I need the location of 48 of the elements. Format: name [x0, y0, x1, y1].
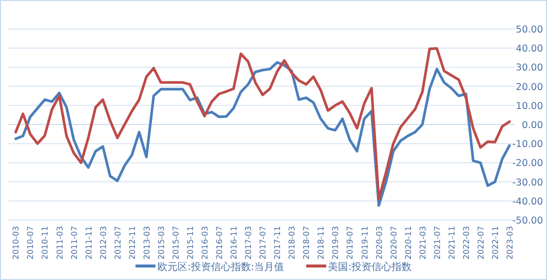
- x-tick-label: 2011-07: [70, 226, 79, 260]
- x-tick-label: 2023-03: [506, 226, 514, 260]
- x-tick-label: 2013-03: [142, 226, 152, 260]
- x-tick-label: 2017-03: [244, 226, 254, 260]
- x-tick-label: 2015-03: [156, 226, 166, 260]
- y-tick-label: 20.00: [516, 82, 543, 93]
- x-tick-label: 2018-03: [288, 226, 297, 260]
- y-tick-label: 10.00: [516, 100, 543, 112]
- x-tick-label: 2022-11: [490, 226, 500, 260]
- x-tick-label: 2019-07: [346, 226, 355, 260]
- x-tick-label: 2020-03: [374, 226, 384, 260]
- x-tick-label: 2020-07: [389, 226, 398, 260]
- x-tick-label: 2015-11: [186, 226, 195, 260]
- x-tick-label: 2017-07: [258, 226, 268, 260]
- x-tick-label: 2021-11: [447, 226, 456, 260]
- x-tick-label: 2018-11: [316, 226, 326, 260]
- x-tick-label: 2011-03: [55, 226, 64, 260]
- y-tick-label: 30.00: [516, 62, 543, 74]
- y-tick-label: -30.00: [512, 177, 543, 188]
- y-tick-label: -50.00: [512, 216, 543, 226]
- x-tick-label: 2021-03: [418, 226, 428, 260]
- y-tick-label: -20.00: [512, 158, 543, 170]
- x-tick-label: 2016-07: [215, 226, 224, 260]
- x-tick-label: 2010-07: [26, 226, 36, 260]
- x-tick-label: 2022-03: [462, 226, 471, 260]
- y-tick-label: -10.00: [512, 139, 543, 150]
- x-tick-label: 2015-07: [171, 226, 180, 260]
- x-tick-label: 2010-11: [40, 226, 50, 260]
- y-tick-label: -40.00: [512, 196, 543, 208]
- x-tick-label: 2010-03: [12, 226, 21, 260]
- y-tick-label: 50.00: [516, 24, 543, 36]
- x-tick-label: 2016-11: [230, 226, 239, 260]
- x-tick-label: 2019-11: [360, 226, 370, 260]
- y-tick-label: 40.00: [516, 44, 543, 55]
- y-tick-label: 0.00: [522, 120, 543, 131]
- x-tick-label: 2018-07: [302, 226, 312, 260]
- x-tick-label: 2020-11: [404, 226, 413, 260]
- x-tick-label: 2021-07: [432, 226, 442, 260]
- x-tick-label: 2017-11: [273, 226, 282, 260]
- x-tick-label: 2012-11: [128, 226, 137, 260]
- legend-label: 欧元区:投资信心指数:当月值: [157, 261, 284, 273]
- x-tick-label: 2016-03: [200, 226, 210, 260]
- x-tick-label: 2019-03: [331, 226, 340, 260]
- legend-label: 美国:投资信心指数: [328, 261, 412, 273]
- x-tick-label: 2011-11: [84, 226, 94, 260]
- x-tick-label: 2012-07: [113, 226, 122, 260]
- x-tick-label: 2012-03: [98, 226, 108, 260]
- x-tick-label: 2022-07: [476, 226, 486, 260]
